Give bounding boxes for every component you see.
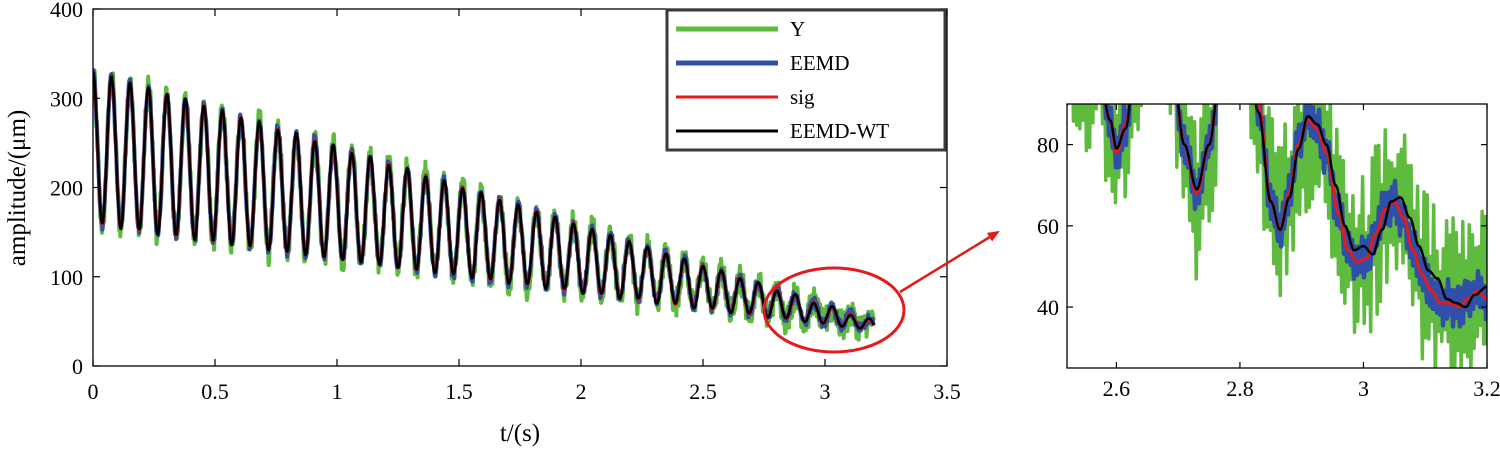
zoom-axis-ticks: 2.6 2.8 3 3.2 40 60 80 xyxy=(1037,104,1500,401)
main-series-group xyxy=(93,68,876,342)
zoom-region-ellipse xyxy=(762,266,906,354)
main-x-axis-label: t/(s) xyxy=(500,420,540,447)
legend-label-eemd: EEMD xyxy=(790,51,850,75)
main-series-eemd-wt xyxy=(93,70,875,330)
main-y-tick-label: 400 xyxy=(50,0,83,22)
zoom-plot-frame xyxy=(1066,103,1488,369)
main-y-tick-label: 0 xyxy=(72,354,83,379)
main-x-tick-label: 3 xyxy=(820,379,831,404)
zoom-y-tick-label: 60 xyxy=(1037,214,1059,239)
legend: Y EEMD sig EEMD-WT xyxy=(665,8,947,152)
zoom-x-tick-label: 2.8 xyxy=(1226,376,1254,401)
main-axis-ticks: 0 0.5 1 1.5 2 2.5 3 3.5 0 100 200 300 400 xyxy=(50,0,961,404)
zoom-x-tick-label: 3 xyxy=(1358,376,1369,401)
main-x-tick-label: 3.5 xyxy=(933,379,961,404)
main-y-tick-label: 200 xyxy=(50,176,83,201)
zoom-plot: 2.6 2.8 3 3.2 40 60 80 xyxy=(1037,103,1500,401)
zoom-x-tick-label: 2.6 xyxy=(1103,376,1131,401)
main-x-tick-label: 1 xyxy=(332,379,343,404)
zoom-y-tick-label: 40 xyxy=(1037,295,1059,320)
main-y-tick-label: 100 xyxy=(50,265,83,290)
main-y-axis-label: amplitude/(μm) xyxy=(4,110,31,266)
main-x-tick-label: 0 xyxy=(88,379,99,404)
main-x-tick-label: 2.5 xyxy=(689,379,717,404)
zoom-series-y xyxy=(1067,104,1487,368)
legend-box xyxy=(665,8,947,152)
main-y-tick-label: 300 xyxy=(50,86,83,111)
zoom-x-tick-label: 3.2 xyxy=(1473,376,1500,401)
main-x-tick-label: 0.5 xyxy=(201,379,229,404)
zoom-series-eemd-wt xyxy=(1104,104,1487,309)
zoom-y-tick-label: 80 xyxy=(1037,133,1059,158)
legend-label-sig: sig xyxy=(790,85,815,109)
main-x-tick-label: 2 xyxy=(576,379,587,404)
main-x-tick-label: 1.5 xyxy=(445,379,473,404)
legend-label-y: Y xyxy=(790,17,805,41)
zoom-arrow xyxy=(899,230,1000,294)
zoom-series-eemd xyxy=(1103,104,1487,329)
legend-label-eemd-wt: EEMD-WT xyxy=(790,119,889,143)
zoom-series-group xyxy=(1067,104,1487,368)
